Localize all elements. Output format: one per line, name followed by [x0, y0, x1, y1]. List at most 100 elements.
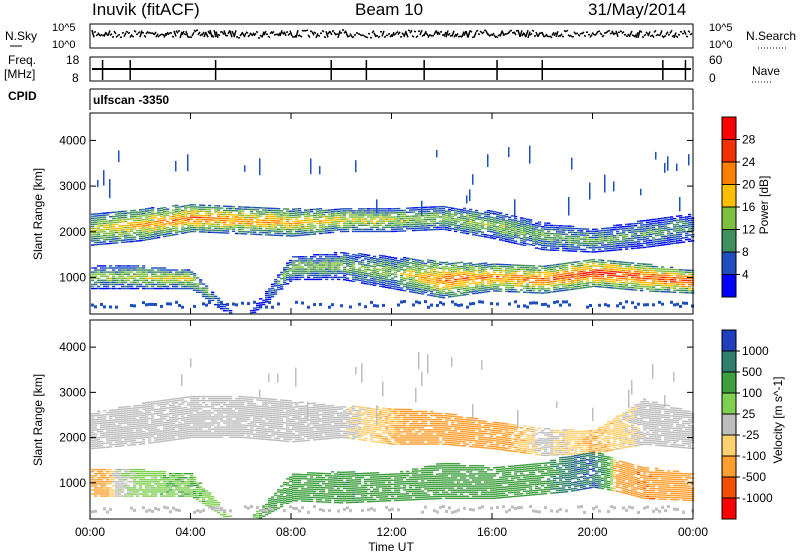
heatmap-cell [559, 281, 563, 284]
heatmap-cell [607, 264, 611, 266]
heatmap-cell [541, 277, 545, 280]
heatmap-cell [670, 291, 674, 293]
heatmap-cell [622, 286, 626, 288]
heatmap-cell [556, 233, 560, 235]
heatmap-cell [358, 263, 362, 265]
heatmap-cell [220, 225, 224, 228]
heatmap-cell [478, 292, 482, 294]
heatmap-cell [670, 283, 674, 285]
heatmap-cell [442, 282, 446, 284]
heatmap-cell [487, 288, 491, 291]
heatmap-cell [520, 243, 524, 246]
heatmap-cell [103, 241, 107, 243]
heatmap-cell [550, 285, 554, 287]
heatmap-cell [139, 221, 143, 223]
heatmap-cell [151, 269, 155, 271]
heatmap-cell [586, 228, 590, 230]
heatmap-cell [124, 265, 128, 267]
heatmap-cell [340, 208, 344, 210]
heatmap-cell [298, 264, 302, 266]
heatmap-cell [103, 267, 107, 269]
heatmap-cell [388, 218, 392, 220]
heatmap-cell [178, 281, 182, 284]
heatmap-cell [358, 230, 362, 233]
heatmap-cell [406, 265, 410, 268]
heatmap-cell [484, 291, 488, 293]
heatmap-cell [496, 220, 500, 222]
heatmap-cell [118, 267, 122, 269]
heatmap-cell [526, 232, 530, 235]
heatmap-cell [592, 277, 596, 279]
heatmap-cell [478, 224, 482, 227]
heatmap-cell [661, 286, 665, 289]
heatmap-cell [586, 240, 590, 243]
heatmap-cell [325, 226, 329, 228]
heatmap-cell [547, 283, 551, 285]
heatmap-cell [577, 277, 581, 279]
heatmap-cell [163, 223, 167, 225]
heatmap-cell [340, 264, 344, 266]
heatmap-cell [133, 238, 137, 240]
heatmap-cell [184, 213, 188, 215]
heatmap-cell [352, 255, 356, 258]
noise-sample [113, 30, 117, 35]
heatmap-cell [670, 216, 674, 218]
heatmap-cell [307, 233, 311, 236]
heatmap-cell [97, 212, 101, 215]
heatmap-cell [112, 287, 116, 290]
heatmap-cell [145, 216, 149, 218]
heatmap-cell [340, 260, 344, 262]
heatmap-cell [544, 224, 548, 226]
heatmap-cell [442, 222, 446, 224]
heatmap-cell [520, 239, 524, 242]
heatmap-cell [292, 272, 296, 274]
heatmap-cell [100, 241, 104, 243]
heatmap-cell [397, 230, 401, 232]
heatmap-cell [295, 300, 298, 304]
heatmap-cell [301, 211, 305, 214]
heatmap-cell [556, 243, 560, 245]
heatmap-cell [631, 289, 635, 291]
heatmap-cell [145, 269, 149, 271]
heatmap-cell [535, 222, 539, 225]
heatmap-cell [421, 219, 425, 221]
heatmap-cell [622, 273, 626, 276]
heatmap-cell [667, 287, 671, 289]
heatmap-cell [634, 229, 638, 231]
heatmap-cell [157, 226, 161, 228]
heatmap-cell [157, 279, 161, 282]
heatmap-cell [460, 227, 464, 230]
heatmap-cell [502, 274, 506, 276]
noise-sample [133, 29, 137, 33]
heatmap-cell [349, 216, 353, 218]
heatmap-cell [433, 270, 437, 273]
heatmap-cell [109, 236, 113, 238]
heatmap-cell [205, 297, 209, 300]
heatmap-cell [424, 214, 428, 217]
heatmap-cell [196, 277, 200, 279]
heatmap-cell [298, 260, 302, 262]
heatmap-cell [115, 213, 119, 215]
heatmap-cell [475, 216, 479, 218]
heatmap-cell [439, 216, 443, 218]
heatmap-cell [622, 226, 626, 228]
heatmap-cell [220, 300, 223, 304]
heatmap-cell [505, 280, 509, 282]
heatmap-cell [547, 245, 551, 247]
heatmap-cell [589, 273, 593, 276]
heatmap-cell [574, 238, 578, 240]
heatmap-cell [541, 286, 545, 288]
heatmap-cell [364, 278, 368, 281]
heatmap-cell [322, 226, 326, 228]
heatmap-cell [181, 211, 185, 214]
heatmap-cell [160, 217, 164, 220]
heatmap-cell [178, 220, 182, 223]
heatmap-cell [115, 221, 119, 224]
heatmap-cell [127, 224, 131, 227]
heatmap-cell [637, 266, 641, 269]
heatmap-cell [367, 283, 371, 285]
heatmap-cell [121, 216, 125, 219]
heatmap-cell [493, 233, 497, 236]
heatmap-cell [115, 287, 119, 290]
heatmap-cell [346, 218, 350, 220]
